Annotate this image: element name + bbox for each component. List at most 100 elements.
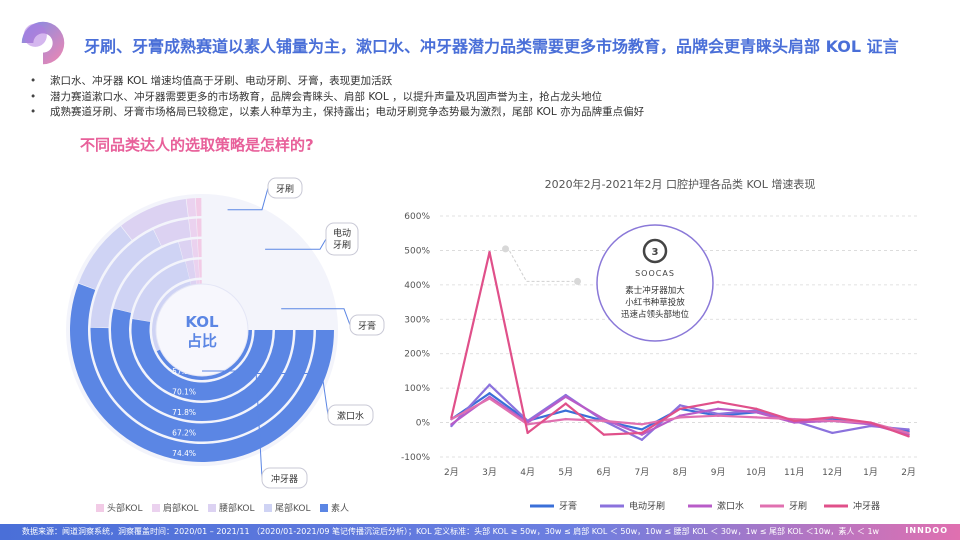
ring-segment-漱口水-素人	[131, 319, 273, 401]
ring-label-牙刷: 74.4%	[172, 449, 196, 458]
x-tick-label: 8月	[673, 467, 688, 478]
callout-label: 牙膏	[358, 320, 376, 332]
bullet-item: 成熟赛道牙刷、牙膏市场格局已较稳定，以素人种草为主，保持露出；电动牙刷竞争态势最…	[30, 105, 644, 121]
series-point-冲牙器	[526, 431, 529, 435]
legend-label: 肩部KOL	[163, 502, 199, 514]
callout-line	[281, 308, 351, 326]
ring-segment-牙膏-尾部KOL	[113, 242, 183, 313]
callout-label: 冲牙器	[271, 473, 298, 485]
series-point-电动牙刷	[640, 438, 644, 441]
x-tick-label: 5月	[558, 467, 573, 478]
kol-growth-line-chart: 2020年2月-2021年2月 口腔护理各品类 KOL 增速表现 -100% 0% 1…	[401, 177, 920, 512]
callout-box	[327, 404, 374, 426]
x-tick-label: 7月	[635, 467, 650, 478]
series-point-牙刷	[754, 416, 758, 419]
legend-label: 素人	[331, 502, 349, 514]
series-point-牙刷	[716, 414, 720, 417]
ring-segment-漱口水-尾部KOL	[132, 261, 190, 322]
soocas-logo-mark: 3	[652, 247, 659, 258]
ring-segment-牙刷-头部KOL	[195, 198, 202, 217]
series-point-牙膏	[640, 428, 644, 431]
soocas-logo-icon	[642, 238, 668, 264]
x-tick-label: 2月	[901, 467, 916, 478]
x-tick-label: 4月	[520, 467, 535, 478]
x-tick-label: 10月	[746, 467, 766, 478]
ring-label-牙膏: 71.8%	[172, 408, 196, 417]
legend-label: 电动牙刷	[629, 500, 665, 512]
series-point-冲牙器	[450, 416, 453, 419]
series-point-漱口水	[564, 395, 567, 398]
footer-source: 数据来源：闻道洞察系统，洞察覆盖时间：2020/01 – 2021/11 （20…	[22, 527, 880, 536]
annotation-line	[509, 250, 574, 282]
y-tick-label: 600%	[404, 212, 430, 222]
y-tick-label: 200%	[404, 350, 430, 360]
x-tick-label: 2月	[444, 467, 459, 478]
legend-swatch	[96, 504, 104, 512]
y-tick-label: -100%	[401, 453, 430, 463]
series-point-电动牙刷	[564, 393, 567, 397]
series-point-牙膏	[488, 392, 491, 395]
series-point-牙膏	[564, 409, 567, 412]
legend-label: 牙刷	[789, 501, 807, 512]
x-tick-label: 6月	[596, 467, 611, 478]
kol-share-radial-chart: 74.4%67.2%71.8%70.1%57.5%KOL占比牙刷电动牙刷牙膏漱口…	[66, 177, 385, 514]
legend-label: 冲牙器	[853, 500, 880, 512]
series-point-漱口水	[793, 421, 796, 424]
callout-box	[349, 314, 385, 336]
ring-segment-牙刷-腰部KOL	[121, 198, 189, 240]
annotation-text: 素士冲牙器加大	[625, 285, 685, 296]
series-point-漱口水	[488, 395, 491, 398]
legend-swatch	[320, 504, 328, 512]
radial-center-label-2: 占比	[187, 332, 217, 350]
series-point-冲牙器	[640, 431, 644, 435]
legend-swatch	[152, 504, 160, 512]
callout-label: 漱口水	[337, 410, 364, 422]
callout-line	[245, 372, 329, 416]
series-point-电动牙刷	[907, 428, 910, 431]
ring-segment-电动牙刷-腰部KOL	[153, 219, 191, 246]
y-tick-label: 500%	[404, 246, 430, 256]
legend-label: 尾部KOL	[275, 502, 311, 514]
series-point-冲牙器	[869, 421, 872, 424]
footer-brand: INNDOO	[905, 526, 948, 535]
ring-segment-漱口水-肩部KOL	[193, 259, 200, 278]
annotation-logo-text: SOOCAS	[635, 269, 675, 278]
series-point-冲牙器	[716, 400, 720, 404]
series-point-冲牙器	[488, 250, 491, 254]
section-subtitle: 不同品类达人的选取策略是怎样的?	[80, 136, 314, 154]
legend-label: 漱口水	[717, 500, 744, 512]
radial-center-label-1: KOL	[185, 313, 219, 331]
x-tick-label: 9月	[711, 467, 726, 478]
ring-segment-牙刷-尾部KOL	[78, 226, 132, 290]
annotation-dot	[574, 277, 582, 285]
ring-segment-漱口水-腰部KOL	[185, 260, 196, 279]
y-tick-label: 0%	[416, 419, 431, 429]
brand-logo-icon	[21, 21, 65, 65]
series-point-冲牙器	[831, 416, 834, 419]
callout-box	[261, 467, 308, 489]
series-point-漱口水	[450, 423, 453, 426]
series-point-冲牙器	[907, 435, 910, 438]
series-point-冲牙器	[602, 433, 606, 436]
legend-swatch	[264, 504, 272, 512]
series-point-牙刷	[602, 419, 606, 423]
x-tick-label: 12月	[822, 467, 842, 478]
line-chart-title: 2020年2月-2021年2月 口腔护理各品类 KOL 增速表现	[545, 177, 816, 191]
series-point-电动牙刷	[831, 431, 834, 435]
legend-label: 牙膏	[559, 500, 577, 512]
x-tick-label: 11月	[784, 467, 804, 478]
legend-label: 腰部KOL	[219, 502, 255, 514]
callout-label: 牙刷	[333, 240, 351, 251]
ring-segment-牙膏-肩部KOL	[191, 239, 199, 258]
ring-segment-电动牙刷-肩部KOL	[188, 218, 198, 238]
annotation-dot	[502, 245, 510, 253]
ring-segment-漱口水-头部KOL	[198, 259, 202, 278]
series-point-电动牙刷	[678, 404, 682, 407]
bullet-item: 潜力赛道漱口水、冲牙器需要更多的市场教育，品牌会青睐头、肩部 KOL ，以提升声…	[30, 90, 644, 106]
callout-line	[265, 238, 327, 250]
ring-segment-牙刷-肩部KOL	[186, 198, 197, 217]
callout-label: 牙刷	[276, 184, 294, 195]
series-point-电动牙刷	[716, 412, 720, 416]
bullet-list: 漱口水、冲牙器 KOL 增速均值高于牙刷、电动牙刷、牙膏，表现更加活跃 潜力赛道…	[30, 74, 644, 121]
footer-bar: 数据来源：闻道洞察系统，洞察覆盖时间：2020/01 – 2021/11 （20…	[0, 524, 960, 540]
